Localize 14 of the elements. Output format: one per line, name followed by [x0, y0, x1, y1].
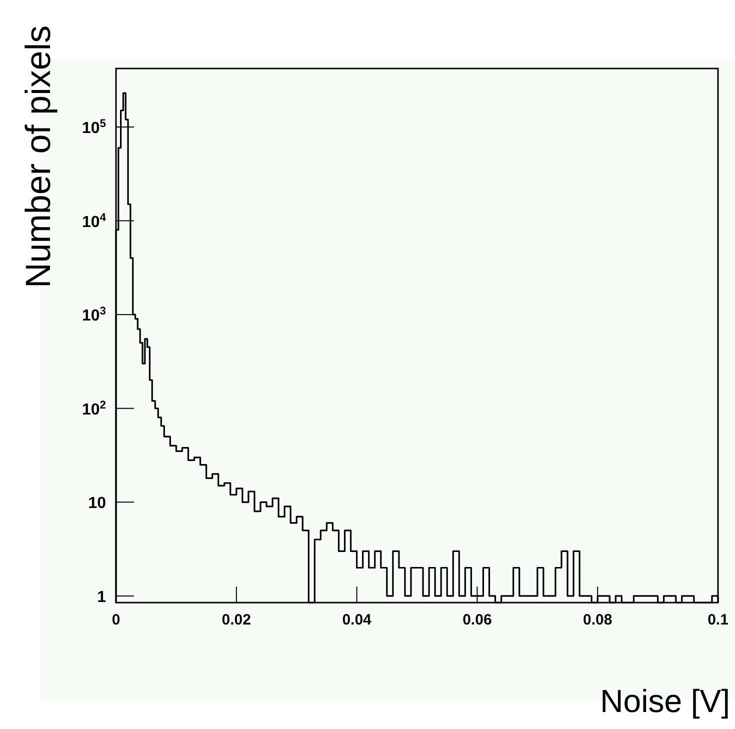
- x-tick-label: 0.06: [462, 612, 492, 629]
- x-axis-title: Noise [V]: [600, 683, 730, 719]
- y-tick-label: 1: [97, 588, 106, 606]
- x-tick-label: 0.1: [708, 612, 728, 629]
- y-tick-label: 10$^{3}$: [82, 306, 106, 325]
- x-tick-label: 0.08: [583, 612, 612, 629]
- y-tick-label: 10$^{4}$: [82, 212, 107, 231]
- x-tick-label: 0.04: [342, 612, 372, 629]
- x-tick-label: 0.02: [222, 612, 251, 629]
- x-tick-label: 0: [112, 612, 120, 629]
- y-axis-title: Number of pixels: [19, 25, 58, 288]
- y-tick-label: 10$^{5}$: [82, 118, 106, 137]
- y-tick-label: 10$^{2}$: [82, 399, 106, 418]
- y-tick-label: 10: [88, 495, 106, 512]
